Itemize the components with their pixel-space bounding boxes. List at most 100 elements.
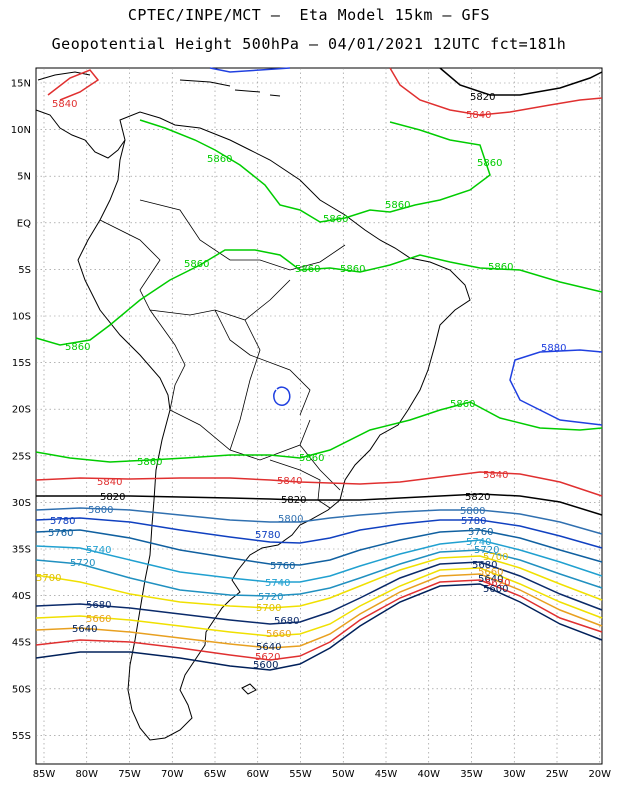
label-5780-c: 5780 [255,530,280,541]
lat-tick-label: EQ [17,218,31,229]
contour-5620 [35,579,603,661]
coastlines [35,71,471,741]
label-5860-i: 5860 [65,342,90,353]
label-5760-e: 5760 [468,527,493,538]
label-5700-c: 5700 [256,603,281,614]
lat-tick-label: 55S [12,731,31,742]
lon-tick-label: 70W [161,769,184,780]
label-5640-c: 5640 [256,642,281,653]
central-america-coastline [35,71,126,159]
label-5660-c: 5660 [266,629,291,640]
lat-tick-label: 10S [12,312,31,323]
contour-5780 [35,517,603,549]
label-5620-e: 5620 [485,578,510,589]
label-5680-e: 5680 [472,560,497,571]
contour-5740 [35,539,603,583]
lon-tick-label: 40W [417,769,440,780]
contour-5600 [35,583,603,671]
contour-5760 [35,529,603,566]
label-5720-w: 5720 [70,558,95,569]
lon-tick-label: 50W [332,769,355,780]
label-5860-f: 5860 [295,264,320,275]
label-5600-c: 5600 [253,660,278,671]
lat-tick-label: 15N [11,79,31,90]
label-5800-w: 5800 [88,505,113,516]
lat-tick-label: 5S [18,265,31,276]
geopotential-contours [35,67,603,671]
label-5720-e: 5720 [474,545,499,556]
label-5860-j: 5860 [450,399,475,410]
label-5700-e: 5700 [483,552,508,563]
lon-tick-label: 35W [460,769,483,780]
label-5840-w: 5840 [97,477,122,488]
lat-tick-label: 20S [12,405,31,416]
label-5840-e: 5840 [483,470,508,481]
label-5880-e: 5880 [541,343,566,354]
contour-5720 [35,549,603,597]
lat-lon-grid [36,68,602,764]
contour-5880 [509,349,603,426]
lon-tick-label: 60W [246,769,269,780]
label-5820-n: 5820 [470,92,495,103]
contour-5820-north [439,67,603,96]
lon-tick-label: 55W [289,769,312,780]
lat-tick-label: 45S [12,638,31,649]
label-5700-w: 5700 [36,573,61,584]
label-5780-e: 5780 [461,516,486,527]
contour-5840-north [47,67,603,116]
label-5680-w: 5680 [86,600,111,611]
label-5860-g: 5860 [340,264,365,275]
contour-5700 [35,555,603,609]
contour-5640 [35,573,603,649]
lon-tick-label: 25W [546,769,569,780]
contour-5660 [35,567,603,637]
label-5840-c: 5840 [277,476,302,487]
longitude-tick-labels: 85W 80W 75W 70W 65W 60W 55W 50W 45W 40W 35W 30W 25W 2… [33,769,611,780]
contour-5880-small [273,386,291,406]
label-5740-w: 5740 [86,545,111,556]
label-5840-nw: 5840 [52,99,77,110]
lon-tick-label: 20W [588,769,611,780]
lon-tick-label: 75W [118,769,141,780]
label-5720-c: 5720 [258,592,283,603]
lat-tick-label: 40S [12,591,31,602]
lon-tick-label: 30W [503,769,526,780]
label-5820-e: 5820 [465,492,490,503]
contour-5680 [35,561,603,625]
label-5800-c: 5800 [278,514,303,525]
label-5640-w: 5640 [72,624,97,635]
contour-5840 [35,471,603,497]
label-5800-e: 5800 [460,506,485,517]
label-5860-a: 5860 [207,154,232,165]
label-5860-c: 5860 [385,200,410,211]
map-title-line1: CPTEC/INPE/MCT – Eta Model 15km – GFS [127,6,491,24]
label-5780-w: 5780 [50,516,75,527]
label-5820-c: 5820 [281,495,306,506]
lat-tick-label: 25S [12,451,31,462]
label-5860-h: 5860 [488,262,513,273]
lon-tick-label: 45W [375,769,398,780]
label-5660-e: 5660 [478,567,503,578]
contour-5860 [35,119,603,463]
lat-tick-label: 10N [11,125,31,136]
south-america-coastline [77,111,471,741]
contour-5800 [35,507,603,535]
label-5860-e: 5860 [184,259,209,270]
label-5740-e: 5740 [466,537,491,548]
lon-tick-label: 80W [75,769,98,780]
label-5860-b: 5860 [477,158,502,169]
label-5660-w: 5660 [86,614,111,625]
label-5820-w: 5820 [100,492,125,503]
lat-tick-label: 35S [12,545,31,556]
label-5760-w: 5760 [48,528,73,539]
latitude-tick-labels: 15N 10N 5N EQ 5S 10S 15S 20S 25S 30S 35S 40S 45S 50S 5… [11,79,31,742]
lat-tick-label: 5N [17,172,31,183]
lon-tick-label: 85W [33,769,56,780]
label-5740-c: 5740 [265,578,290,589]
label-5860-d: 5860 [323,214,348,225]
contour-5820 [36,493,603,516]
caribbean-islands [179,79,281,97]
contour-labels: 5840 5820 5840 5860 5860 5860 5860 5860 … [36,92,566,671]
map-title-line2: Geopotential Height 500hPa – 04/01/2021 … [51,35,567,53]
